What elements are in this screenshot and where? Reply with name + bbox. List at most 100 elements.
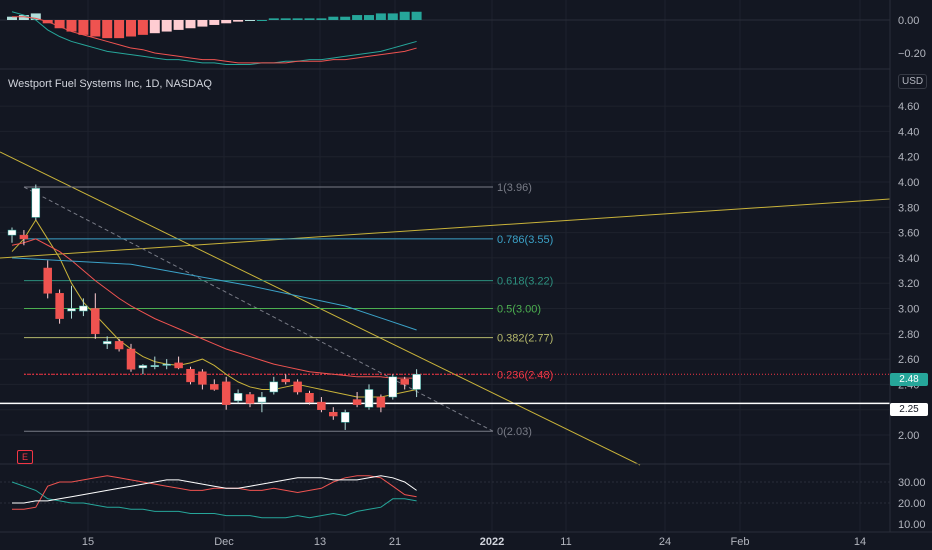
macd-histogram-bar [18,15,29,20]
macd-histogram-bar [161,20,172,32]
candle-body[interactable] [186,368,195,383]
fib-level-label: 0.5(3.00) [497,304,541,316]
fib-level-label: 0.236(2.48) [497,369,553,381]
osc-axis-label: 20.00 [898,498,926,510]
ascending-trendline[interactable] [0,198,891,259]
osc-axis-label: 30.00 [898,477,926,489]
macd-histogram-bar [54,20,65,29]
candle-body[interactable] [317,401,326,410]
candle-body[interactable] [364,389,374,408]
sma-long-line [11,257,417,331]
candle-body[interactable] [376,396,386,408]
time-axis-label: 2022 [480,536,504,548]
candle-body[interactable] [329,411,338,417]
candle-body[interactable] [31,188,41,218]
price-axis-label: 2.00 [898,430,919,442]
fib-level-label: 0.618(3.22) [497,276,553,288]
time-axis-label: Dec [214,536,234,548]
sma-short-line [11,219,417,398]
macd-line [11,11,417,66]
candle-body[interactable] [162,363,171,366]
macd-axis-label: −0.20 [898,48,926,60]
macd-histogram-bar [256,20,267,21]
price-axis-label: 4.20 [898,152,919,164]
currency-label[interactable]: USD [898,74,928,89]
candle-body[interactable] [174,362,183,369]
candle-body[interactable] [257,396,267,403]
sma-mid-line [11,238,417,379]
candle-body[interactable] [7,229,17,236]
macd-histogram-bar [66,20,77,32]
candle-body[interactable] [126,348,136,370]
osc-white-line [12,475,417,504]
candle-body[interactable] [55,293,64,319]
macd-histogram-bar [316,18,327,20]
macd-histogram-bar [304,18,315,20]
macd-histogram-bar [197,20,208,27]
macd-histogram-bar [364,15,374,20]
time-axis-label: 11 [560,536,571,548]
macd-histogram-bar [137,20,148,35]
macd-histogram-bar [375,13,386,20]
fib-level-label: 1(3.96) [497,182,532,194]
candle-body[interactable] [198,371,207,385]
macd-histogram-bar [292,18,303,20]
candle-body[interactable] [400,379,409,385]
oscillator-pane[interactable] [0,475,890,519]
macd-histogram-bar [7,16,17,20]
macd-histogram-bar [411,11,422,20]
candle-body[interactable] [269,381,279,393]
macd-histogram-bar [387,13,398,20]
candle-body[interactable] [233,393,243,402]
macd-histogram-bar [280,18,291,20]
price-axis-label: 3.80 [898,202,919,214]
instrument-title[interactable]: Westport Fuel Systems Inc, 1D, NASDAQ [8,78,212,90]
price-axis-label: 3.60 [898,228,919,240]
candle-body[interactable] [79,305,88,312]
macd-histogram-bar [399,11,410,20]
macd-histogram-bar [352,15,363,20]
candle-body[interactable] [245,394,255,404]
osc-axis-label: 10.00 [898,519,926,531]
osc-green-line [11,481,417,519]
tradingview-e-icon[interactable]: E [17,450,33,464]
candle-body[interactable] [352,399,362,405]
candle-body[interactable] [150,365,160,367]
candle-body[interactable] [388,376,398,398]
axis-labels: 0.00 −0.20 4.60 4.40 4.20 4.00 3.80 3.60 3.40 3.2… [82,15,926,548]
macd-histogram-bar [30,13,41,20]
candle-body[interactable] [293,381,302,393]
price-axis-label: 2.60 [898,354,919,366]
macd-pane[interactable] [0,11,890,66]
signal-line [12,16,417,64]
candle-body[interactable] [43,267,52,294]
candle-body[interactable] [91,308,100,335]
candle-body[interactable] [281,379,290,383]
candle-body[interactable] [138,365,148,369]
macd-histogram-bar [221,20,232,24]
macd-histogram-bar [149,20,160,34]
candle-body[interactable] [412,374,421,390]
candle-body[interactable] [19,234,29,240]
candle-body[interactable] [67,308,76,312]
macd-histogram-bar [233,20,244,22]
candle-body[interactable] [114,341,124,350]
time-axis-label: 24 [659,536,671,548]
price-axis-label: 4.60 [898,101,919,113]
candle-body[interactable] [210,384,219,390]
price-axis-label: 3.00 [898,304,919,316]
macd-histogram-bar [185,20,196,29]
osc-red-line [12,475,417,510]
candle-body[interactable] [305,393,314,403]
horizontal-line-price-tag: 2.25 [890,403,928,416]
candle-body[interactable] [340,411,350,423]
last-price-tag: 2.48 [890,373,928,386]
candle-body[interactable] [221,381,231,405]
price-axis-label: 4.00 [898,177,919,189]
candle-body[interactable] [102,341,112,345]
price-axis-label: 3.40 [898,253,919,265]
fib-level-label: 0.786(3.55) [497,234,553,246]
time-axis-label: 14 [854,536,866,548]
price-pane[interactable]: 1(3.96) 0.786(3.55) 0.618(3.22) 0.5(3.00) 0.… [0,151,891,466]
